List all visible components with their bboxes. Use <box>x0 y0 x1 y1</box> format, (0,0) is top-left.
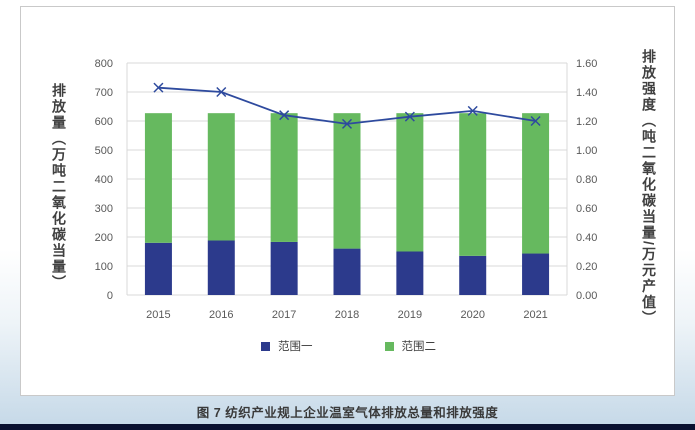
svg-text:300: 300 <box>95 203 113 215</box>
svg-text:2019: 2019 <box>398 309 422 321</box>
legend-item-scope2: 范围二 <box>384 338 437 354</box>
svg-text:0.60: 0.60 <box>576 203 597 215</box>
svg-text:0.40: 0.40 <box>576 232 597 244</box>
svg-text:100: 100 <box>95 261 113 273</box>
scope2-swatch <box>384 341 394 351</box>
svg-text:200: 200 <box>95 232 113 244</box>
svg-text:2021: 2021 <box>523 309 547 321</box>
svg-text:2018: 2018 <box>335 309 359 321</box>
svg-text:400: 400 <box>95 174 113 186</box>
svg-text:0.00: 0.00 <box>576 290 597 302</box>
svg-text:2015: 2015 <box>146 309 170 321</box>
svg-text:2017: 2017 <box>272 309 296 321</box>
svg-text:1.00: 1.00 <box>576 145 597 157</box>
legend-item-scope1: 范围一 <box>261 338 313 354</box>
figure-caption: 图 7 纺织产业规上企业温室气体排放总量和排放强度 <box>196 406 499 420</box>
left-axis-title: 排放量（万吨二氧化碳当量） <box>51 83 67 291</box>
svg-text:2020: 2020 <box>460 309 484 321</box>
svg-text:0.80: 0.80 <box>576 174 597 186</box>
legend: 范围一 范围二 <box>261 338 436 354</box>
svg-text:500: 500 <box>95 145 113 157</box>
right-axis-title: 排放强度（吨二氧化碳当量/万元产值） <box>641 49 657 327</box>
scope1-label: 范围一 <box>278 341 313 353</box>
svg-text:600: 600 <box>95 116 113 128</box>
scope1-swatch <box>261 341 270 351</box>
svg-text:1.20: 1.20 <box>576 116 597 128</box>
scope2-label: 范围二 <box>401 341 437 353</box>
svg-text:1.60: 1.60 <box>576 58 597 70</box>
emissions-chart: 0 0.00 100 0.20 200 0.40 300 0.60 400 0.80 500 1.00… <box>95 58 598 321</box>
svg-text:2016: 2016 <box>209 309 233 321</box>
svg-text:800: 800 <box>95 58 113 70</box>
svg-text:0: 0 <box>107 290 113 302</box>
chart-card: 排放量（万吨二氧化碳当量） 排放强度（吨二氧化碳当量/万元产值） 0 0.00 10… <box>20 6 675 396</box>
svg-text:700: 700 <box>95 87 113 99</box>
svg-text:0.20: 0.20 <box>576 261 597 273</box>
svg-text:1.40: 1.40 <box>576 87 597 99</box>
bottom-accent-bar <box>0 424 695 430</box>
